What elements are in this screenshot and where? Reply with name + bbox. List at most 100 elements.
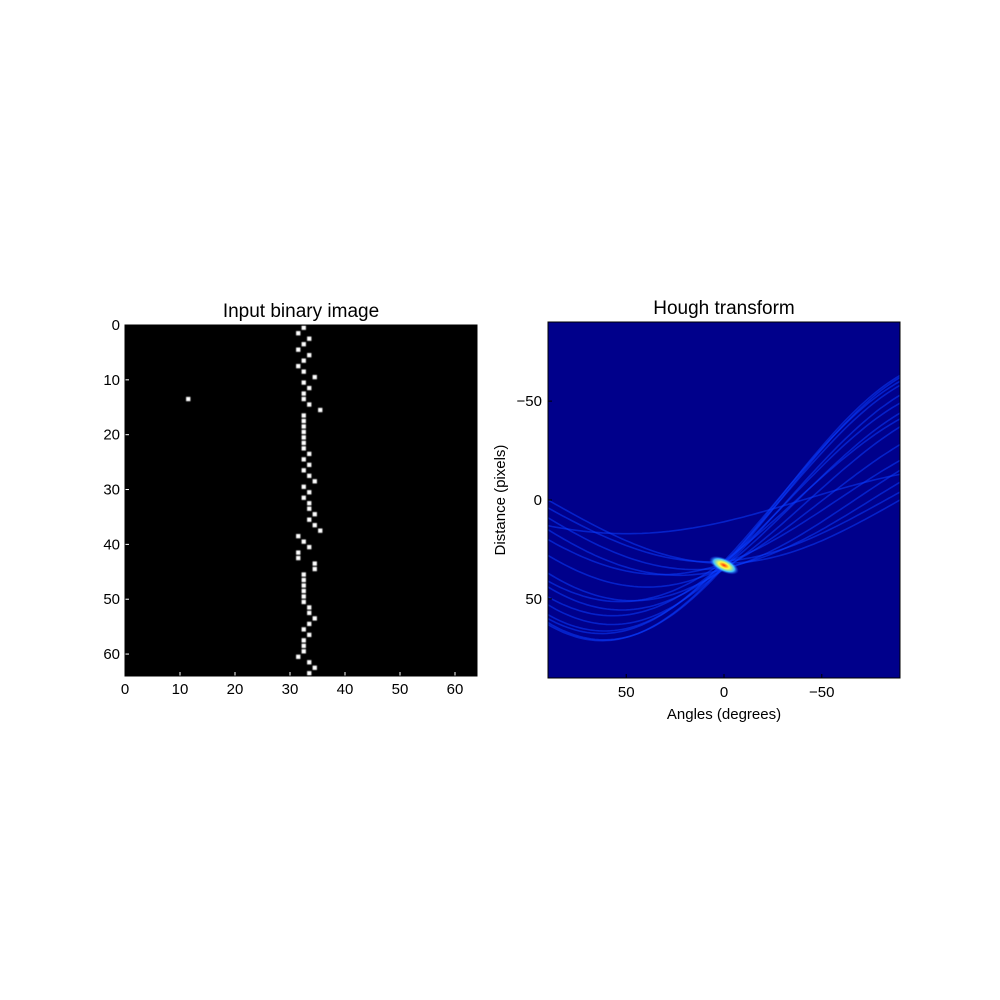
- line-pixel: [296, 555, 301, 561]
- line-pixel: [312, 374, 317, 380]
- binary-image-y-ticks: 0 10 20 30 40 50 60: [103, 317, 129, 663]
- y-tick-label: 0: [534, 492, 542, 509]
- line-pixel: [307, 605, 312, 610]
- hough-y-ticks: −50 0 50: [517, 393, 552, 608]
- line-pixel: [301, 649, 306, 654]
- line-pixel: [301, 484, 306, 489]
- line-pixel: [296, 654, 301, 659]
- y-tick-label: 0: [112, 317, 120, 334]
- line-pixel: [301, 429, 306, 435]
- line-pixel: [307, 473, 312, 478]
- line-pixel: [307, 451, 312, 457]
- hough-y-label: Distance (pixels): [492, 445, 509, 556]
- line-pixel: [307, 336, 312, 341]
- line-pixel: [301, 435, 306, 440]
- hough-curve: [548, 473, 900, 535]
- line-pixel: [296, 534, 301, 539]
- x-tick-label: 0: [121, 681, 129, 698]
- line-pixel: [301, 638, 306, 643]
- line-pixel: [296, 550, 301, 555]
- line-pixel: [301, 577, 306, 583]
- x-tick-label: 50: [392, 681, 409, 698]
- hough-x-ticks: 50 0 −50: [618, 674, 835, 701]
- line-pixel: [301, 440, 306, 446]
- line-pixel: [312, 561, 317, 566]
- y-tick-label: 50: [525, 591, 542, 608]
- line-pixel: [301, 457, 306, 462]
- binary-image-background: [125, 325, 477, 676]
- line-pixel: [307, 544, 312, 550]
- outlier-pixel: [186, 396, 191, 402]
- x-tick-label: 50: [618, 684, 635, 701]
- x-tick-label: 30: [282, 681, 299, 698]
- y-tick-label: 40: [103, 536, 120, 553]
- line-pixel: [301, 495, 306, 500]
- hough-title: Hough transform: [653, 298, 795, 319]
- line-pixel: [307, 501, 312, 506]
- y-tick-label: 30: [103, 482, 120, 499]
- line-pixel: [301, 391, 306, 396]
- hough-curves: [548, 374, 900, 642]
- hough-peak: [709, 555, 739, 575]
- line-pixel: [301, 583, 306, 588]
- line-pixel: [318, 528, 323, 533]
- line-pixel: [312, 479, 317, 484]
- line-pixel: [296, 331, 301, 336]
- line-pixel: [307, 462, 312, 467]
- line-pixel: [307, 660, 312, 665]
- line-pixel: [312, 616, 317, 621]
- hough-panel: Hough transform 50 0 −50 −50 0 50 Angles (de…: [492, 298, 901, 723]
- line-pixel: [312, 512, 317, 517]
- binary-image-frame: [124, 324, 478, 677]
- line-pixel: [307, 506, 312, 511]
- line-pixel: [307, 632, 312, 638]
- line-pixel: [301, 342, 306, 347]
- y-tick-label: 20: [103, 427, 120, 444]
- line-pixel: [312, 566, 317, 572]
- line-pixel: [307, 621, 312, 627]
- line-pixel: [301, 446, 306, 451]
- binary-image-x-ticks: 0 10 20 30 40 50 60: [121, 672, 463, 698]
- line-pixel: [301, 424, 306, 429]
- line-pixel: [301, 468, 306, 473]
- binary-image-pixels: [186, 325, 323, 676]
- line-pixel: [301, 396, 306, 402]
- hough-frame: [547, 321, 901, 679]
- binary-image-title: Input binary image: [223, 301, 379, 322]
- line-pixel: [301, 380, 306, 385]
- line-pixel: [301, 358, 306, 363]
- line-pixel: [301, 325, 306, 330]
- line-pixel: [307, 517, 312, 522]
- line-pixel: [301, 599, 306, 605]
- line-pixel: [301, 588, 306, 594]
- line-pixel: [301, 369, 306, 374]
- line-pixel: [301, 418, 306, 424]
- line-pixel: [318, 407, 323, 413]
- y-tick-label: 50: [103, 591, 120, 608]
- line-pixel: [307, 402, 312, 407]
- line-pixel: [301, 594, 306, 599]
- line-pixel: [307, 353, 312, 358]
- x-tick-label: 40: [337, 681, 354, 698]
- line-pixel: [301, 627, 306, 632]
- line-pixel: [301, 643, 306, 648]
- hough-background: [548, 322, 900, 678]
- line-pixel: [296, 347, 301, 352]
- line-pixel: [301, 539, 306, 544]
- y-tick-label: 60: [103, 646, 120, 663]
- x-tick-label: 10: [172, 681, 189, 698]
- y-tick-label: 10: [103, 372, 120, 389]
- x-tick-label: −50: [809, 684, 834, 701]
- line-pixel: [301, 572, 306, 577]
- line-pixel: [296, 363, 301, 369]
- line-pixel: [307, 610, 312, 616]
- x-tick-label: 0: [720, 684, 728, 701]
- binary-image-panel: Input binary image 0 10 20 30 40 50 60 0 10 20 30…: [103, 301, 478, 698]
- line-pixel: [307, 385, 312, 391]
- x-tick-label: 20: [227, 681, 244, 698]
- line-pixel: [312, 665, 317, 670]
- line-pixel: [307, 671, 312, 676]
- hough-x-label: Angles (degrees): [667, 706, 781, 723]
- line-pixel: [301, 413, 306, 418]
